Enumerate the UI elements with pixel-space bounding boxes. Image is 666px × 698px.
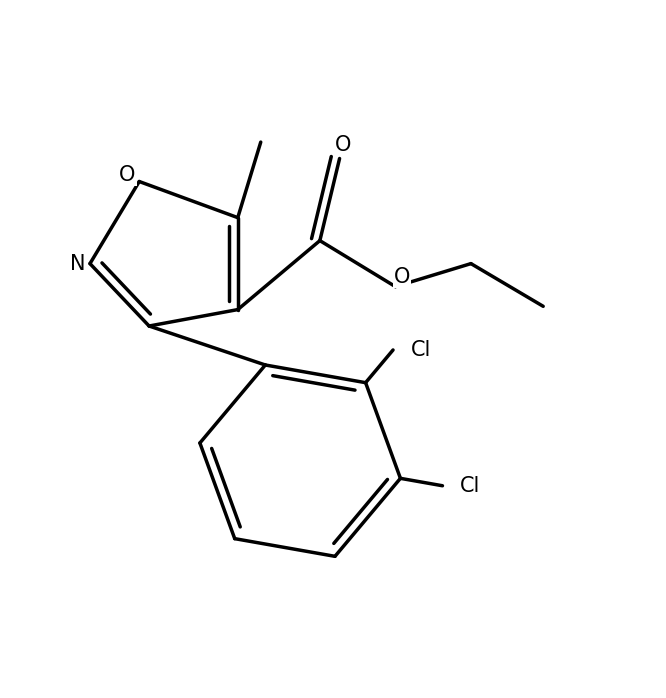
Text: N: N [71,253,86,274]
Text: O: O [119,165,136,185]
Text: Cl: Cl [410,340,431,360]
Text: O: O [394,267,410,287]
Text: O: O [334,135,351,156]
Text: Cl: Cl [460,476,480,496]
